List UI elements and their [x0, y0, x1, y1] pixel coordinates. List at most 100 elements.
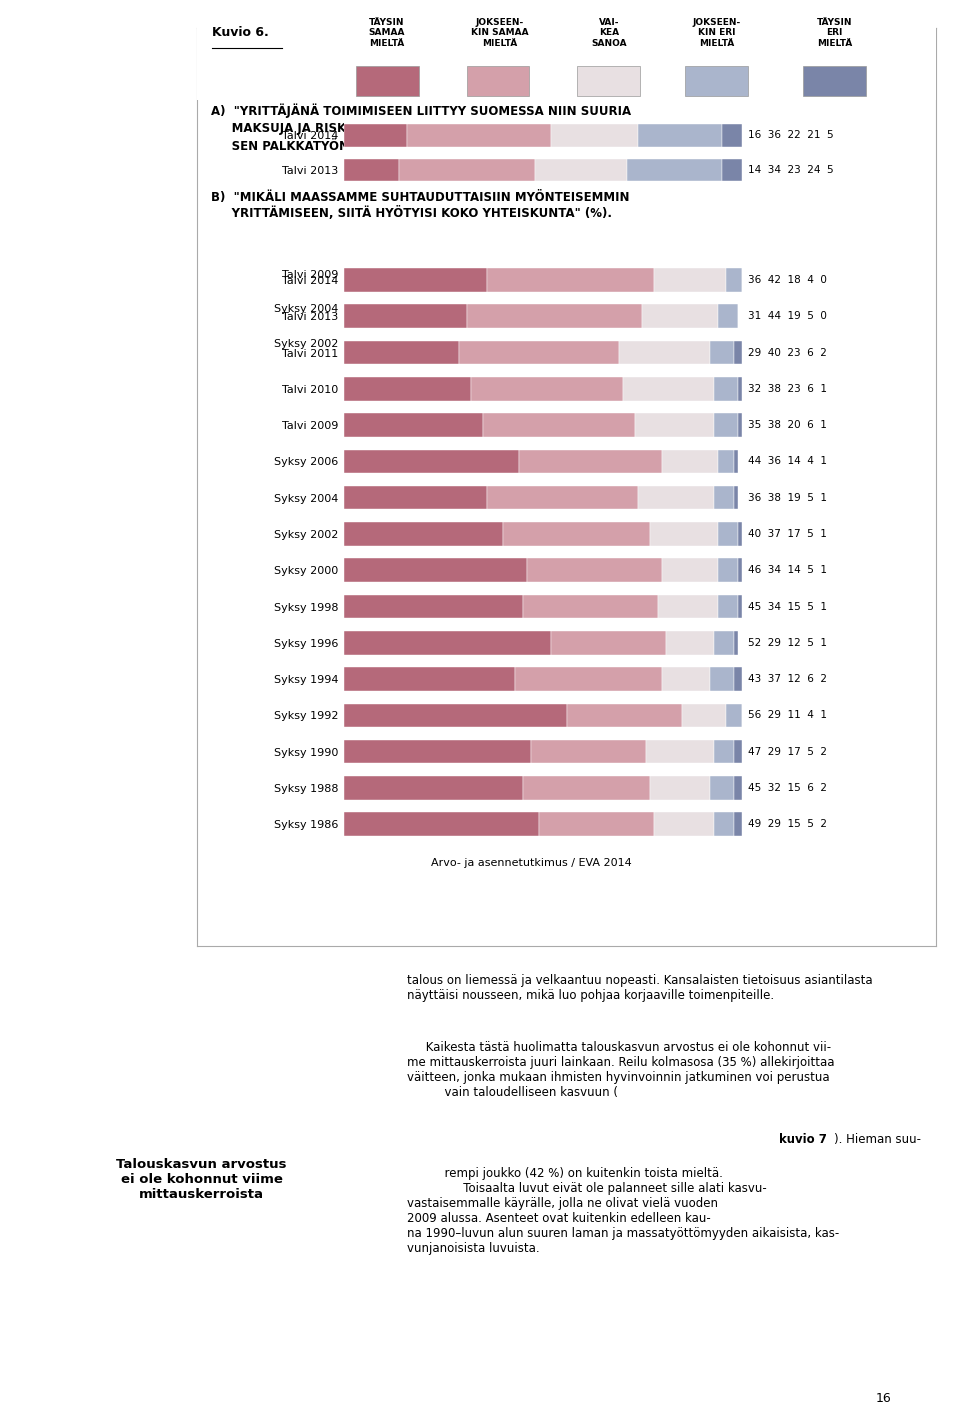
Bar: [344, 413, 483, 437]
Text: kuvio 7: kuvio 7: [780, 1133, 828, 1146]
Bar: [344, 297, 420, 319]
Text: rempi joukko (42 %) on kuitenkin toista mieltä.
               Toisaalta luvut e: rempi joukko (42 %) on kuitenkin toista …: [407, 1167, 840, 1255]
Bar: [738, 413, 742, 437]
Bar: [344, 740, 531, 764]
Bar: [487, 485, 638, 509]
Text: ). Hieman suu-: ). Hieman suu-: [834, 1133, 921, 1146]
Text: 35  38  20  6  1: 35 38 20 6 1: [748, 420, 827, 430]
Bar: [683, 703, 726, 727]
Bar: [535, 159, 627, 181]
Bar: [531, 740, 646, 764]
Bar: [420, 228, 563, 250]
Text: 16: 16: [876, 1392, 891, 1405]
Bar: [399, 194, 539, 216]
FancyBboxPatch shape: [578, 65, 640, 95]
FancyBboxPatch shape: [467, 65, 530, 95]
Bar: [539, 194, 635, 216]
Text: 14  33  20  27  6: 14 33 20 27 6: [748, 269, 833, 279]
Bar: [718, 450, 734, 474]
Bar: [551, 630, 666, 655]
Bar: [635, 194, 726, 216]
Bar: [344, 305, 468, 329]
Bar: [344, 522, 503, 546]
Bar: [718, 522, 738, 546]
Bar: [651, 776, 710, 800]
Bar: [459, 340, 618, 364]
Bar: [710, 667, 734, 692]
Bar: [714, 740, 734, 764]
Bar: [344, 124, 407, 147]
Text: Talouskasvun arvostus
ei ole kohonnut viime
mittauskerroista: Talouskasvun arvostus ei ole kohonnut vi…: [116, 1158, 287, 1201]
Bar: [344, 485, 487, 509]
Bar: [714, 630, 734, 655]
Bar: [734, 630, 738, 655]
Bar: [642, 332, 722, 354]
Text: 19  37  18  22  4: 19 37 18 22 4: [748, 303, 833, 313]
Bar: [714, 377, 738, 401]
Text: 36  38  19  5  1: 36 38 19 5 1: [748, 492, 827, 502]
Bar: [734, 740, 742, 764]
Bar: [344, 450, 519, 474]
Bar: [638, 297, 726, 319]
Bar: [666, 630, 714, 655]
Bar: [344, 813, 539, 837]
Bar: [344, 776, 523, 800]
Text: 45  32  15  6  2: 45 32 15 6 2: [748, 783, 827, 793]
Bar: [718, 305, 738, 329]
Bar: [734, 667, 742, 692]
Bar: [734, 776, 742, 800]
Bar: [611, 262, 718, 285]
Text: 29  40  23  6  2: 29 40 23 6 2: [748, 347, 827, 357]
Bar: [583, 332, 642, 354]
Bar: [714, 813, 734, 837]
Bar: [655, 268, 726, 292]
Bar: [738, 522, 742, 546]
Bar: [420, 297, 566, 319]
Bar: [344, 262, 399, 285]
Bar: [738, 558, 742, 582]
Text: 43  37  12  6  2: 43 37 12 6 2: [748, 675, 827, 684]
Text: 40  37  17  5  1: 40 37 17 5 1: [748, 529, 827, 539]
FancyBboxPatch shape: [684, 65, 748, 95]
Text: B)  "MIKÄLI MAASSAMME SUHTAUDUTTAISIIN MYÖNTEISEMMIN
     YRITTÄMISEEN, SIITÄ HY: B) "MIKÄLI MAASSAMME SUHTAUDUTTAISIIN MY…: [211, 191, 630, 221]
Bar: [738, 377, 742, 401]
Text: JOKSEEN-
KIN ERI
MIELTÄ: JOKSEEN- KIN ERI MIELTÄ: [692, 18, 740, 47]
Bar: [659, 595, 718, 619]
Bar: [344, 228, 420, 250]
Text: Kaikesta tästä huolimatta talouskasvun arvostus ei ole kohonnut vii-
me mittausk: Kaikesta tästä huolimatta talouskasvun a…: [407, 1042, 835, 1099]
Bar: [718, 558, 738, 582]
Text: TÄYSIN
ERI
MIELTÄ: TÄYSIN ERI MIELTÄ: [817, 18, 852, 47]
Bar: [344, 194, 399, 216]
Bar: [531, 262, 611, 285]
Bar: [622, 377, 714, 401]
Bar: [722, 124, 742, 147]
Bar: [503, 522, 651, 546]
Text: 56  29  11  4  1: 56 29 11 4 1: [748, 710, 827, 720]
Bar: [646, 740, 714, 764]
Bar: [662, 558, 718, 582]
Bar: [344, 268, 487, 292]
Bar: [635, 413, 714, 437]
Bar: [618, 340, 710, 364]
Bar: [726, 228, 742, 250]
Bar: [718, 262, 742, 285]
Bar: [344, 630, 551, 655]
Bar: [662, 450, 718, 474]
Bar: [566, 297, 638, 319]
Bar: [483, 413, 635, 437]
Bar: [627, 159, 722, 181]
Bar: [726, 268, 742, 292]
Bar: [344, 558, 527, 582]
FancyBboxPatch shape: [803, 65, 866, 95]
Bar: [344, 595, 523, 619]
Text: 46  34  14  5  1: 46 34 14 5 1: [748, 565, 827, 575]
Bar: [515, 667, 662, 692]
Bar: [710, 340, 734, 364]
Text: 44  36  14  4  1: 44 36 14 4 1: [748, 457, 827, 467]
Text: JOKSEEN-
KIN SAMAA
MIELTÄ: JOKSEEN- KIN SAMAA MIELTÄ: [471, 18, 529, 47]
Bar: [551, 124, 638, 147]
Text: 32  38  23  6  1: 32 38 23 6 1: [748, 384, 827, 394]
Bar: [435, 332, 583, 354]
Bar: [523, 776, 651, 800]
Bar: [523, 595, 659, 619]
